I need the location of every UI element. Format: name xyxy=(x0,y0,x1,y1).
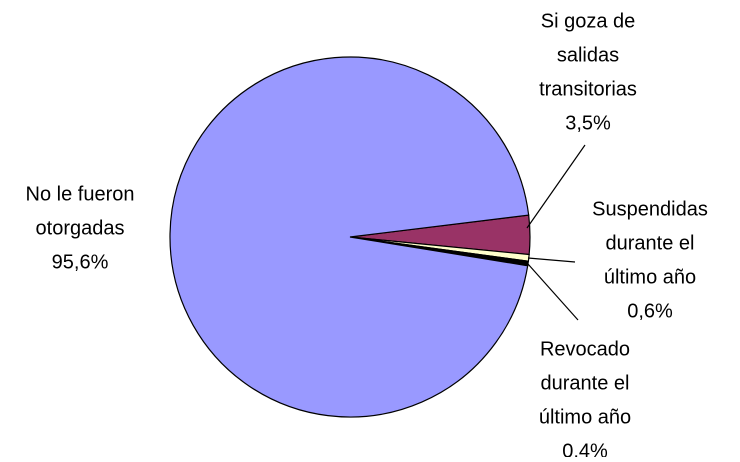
slice-label: durante el xyxy=(541,372,630,394)
leader-line xyxy=(527,263,579,321)
value-label: 0,6% xyxy=(627,300,673,322)
leader-line xyxy=(527,257,576,263)
slice-label: Suspendidas xyxy=(592,198,708,220)
slice-label: otorgadas xyxy=(36,217,125,239)
leader-line xyxy=(526,144,586,229)
slice-label: Si goza de xyxy=(541,10,636,32)
pie-slice xyxy=(169,56,530,418)
slice-label: No le fueron xyxy=(26,183,135,205)
value-label: 0,4% xyxy=(562,440,608,457)
value-label: 95,6% xyxy=(52,251,109,273)
value-label: 3,5% xyxy=(565,112,611,134)
slice-label: transitorias xyxy=(539,78,637,100)
slice-label: último año xyxy=(604,266,696,288)
slice-label: Revocado xyxy=(540,338,630,360)
slice-label: último año xyxy=(539,406,631,428)
slice-label: salidas xyxy=(557,44,619,66)
slice-label: durante el xyxy=(606,232,695,254)
